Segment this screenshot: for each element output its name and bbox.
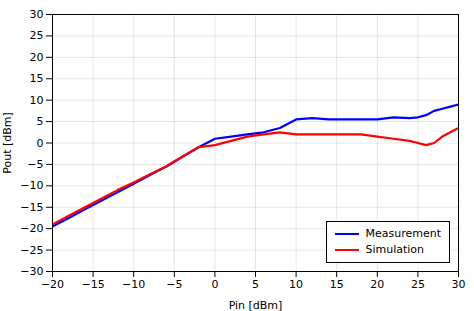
svg-text:Pout [dBm]: Pout [dBm]	[1, 112, 14, 174]
svg-text:−30: −30	[20, 265, 43, 278]
svg-text:−20: −20	[20, 222, 43, 235]
svg-text:−10: −10	[20, 179, 43, 192]
svg-text:5: 5	[252, 278, 259, 291]
svg-text:5: 5	[37, 115, 44, 128]
svg-text:−5: −5	[166, 278, 182, 291]
html-text:Measurement: Measurement	[365, 227, 441, 240]
svg-text:15: 15	[30, 72, 44, 85]
svg-text:30: 30	[30, 8, 44, 21]
svg-text:15: 15	[330, 278, 344, 291]
html-text:Simulation: Simulation	[365, 243, 425, 256]
svg-text:−25: −25	[20, 244, 43, 257]
svg-text:0: 0	[37, 137, 44, 150]
svg-text:Pin [dBm]: Pin [dBm]	[229, 299, 283, 311]
svg-text:25: 25	[411, 278, 425, 291]
svg-text:10: 10	[289, 278, 303, 291]
svg-text:−15: −15	[81, 278, 104, 291]
svg-text:−10: −10	[122, 278, 145, 291]
svg-text:−20: −20	[41, 278, 64, 291]
svg-text:10: 10	[30, 94, 44, 107]
svg-text:25: 25	[30, 29, 44, 42]
svg-text:20: 20	[30, 51, 44, 64]
svg-text:20: 20	[370, 278, 384, 291]
svg-text:0: 0	[211, 278, 218, 291]
svg-text:30: 30	[452, 278, 466, 291]
svg-text:−15: −15	[20, 201, 43, 214]
svg-text:−5: −5	[27, 158, 43, 171]
